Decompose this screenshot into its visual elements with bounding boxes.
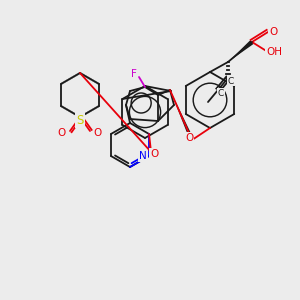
Text: N: N [139,151,147,161]
Text: S: S [76,113,84,127]
Text: O: O [58,128,66,138]
Text: O: O [185,133,193,143]
Polygon shape [170,90,194,141]
Text: C: C [228,76,234,85]
Text: C: C [218,88,224,98]
Text: OH: OH [266,47,282,57]
Text: O: O [269,27,277,37]
Polygon shape [228,40,254,62]
Text: F: F [131,69,137,79]
Text: O: O [94,128,102,138]
Text: O: O [150,149,158,159]
